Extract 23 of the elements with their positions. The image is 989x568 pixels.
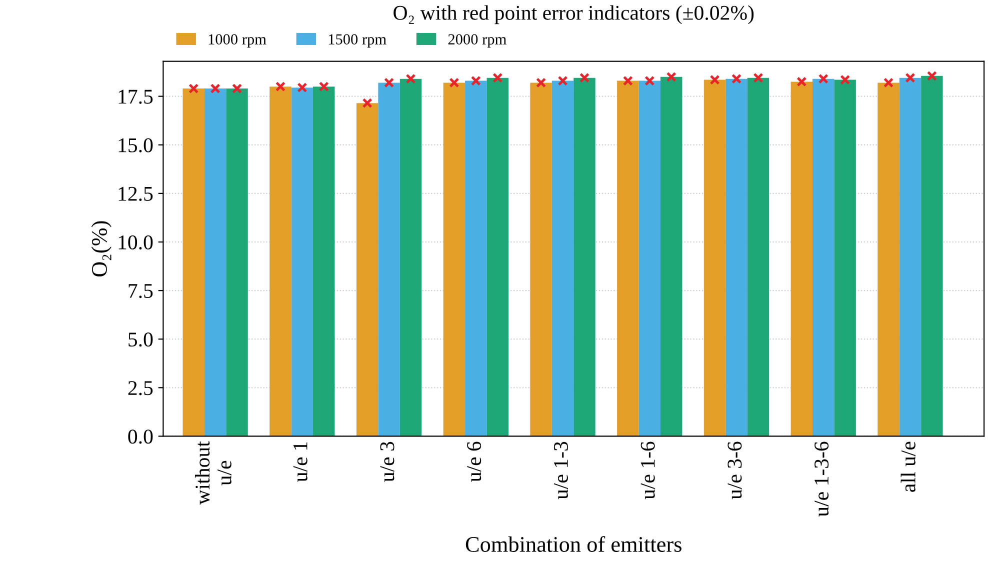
x-axis-title: Combination of emitters (466, 536, 682, 552)
chart-title: O₂ with red point error indicators (±0.02%) (394, 5, 754, 24)
x-tick-label: u/e 3-6 (728, 442, 742, 500)
x-tick-label: u/e 1-6 (640, 442, 655, 500)
y-tick-label: 0.0 (128, 430, 153, 444)
legend-label: 1000 rpm (208, 34, 266, 48)
x-tick-label: u/e 3 (380, 442, 394, 482)
legend-label: 1500 rpm (328, 34, 386, 48)
x-tick-label: u/e 6 (467, 442, 482, 482)
x-tick-label: u/e 1-3 (554, 442, 568, 500)
y-tick-label: 5.0 (128, 332, 153, 347)
x-tick-label: u/e 1-3-6 (814, 442, 829, 517)
y-tick-label: 10.0 (118, 235, 153, 250)
y-tick-label: 12.5 (118, 186, 153, 201)
y-tick-label: 15.0 (118, 138, 153, 152)
y-tick-label: 2.5 (128, 381, 153, 396)
legend-label: 2000 rpm (448, 34, 506, 48)
y-tick-label: 17.5 (118, 90, 153, 104)
x-tick-label: u/e 1 (293, 442, 308, 482)
y-tick-label: 7.5 (128, 284, 153, 298)
y-axis-title: O₂(%) (91, 221, 112, 276)
x-tick-label: all u/e (900, 442, 916, 492)
x-tick-label: without u/e (194, 441, 232, 505)
